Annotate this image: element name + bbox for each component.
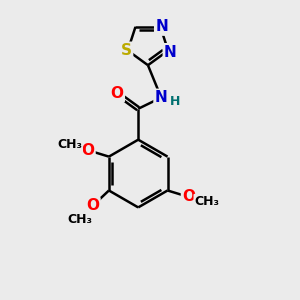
Text: CH₃: CH₃ [194,195,220,208]
Text: S: S [121,43,132,58]
Text: O: O [182,190,195,205]
Text: H: H [170,94,181,108]
Text: N: N [164,44,177,59]
Text: N: N [155,90,168,105]
Text: CH₃: CH₃ [67,212,92,226]
Text: N: N [155,19,168,34]
Text: O: O [81,142,94,158]
Text: O: O [86,198,99,213]
Text: CH₃: CH₃ [57,138,82,151]
Text: O: O [110,86,124,101]
